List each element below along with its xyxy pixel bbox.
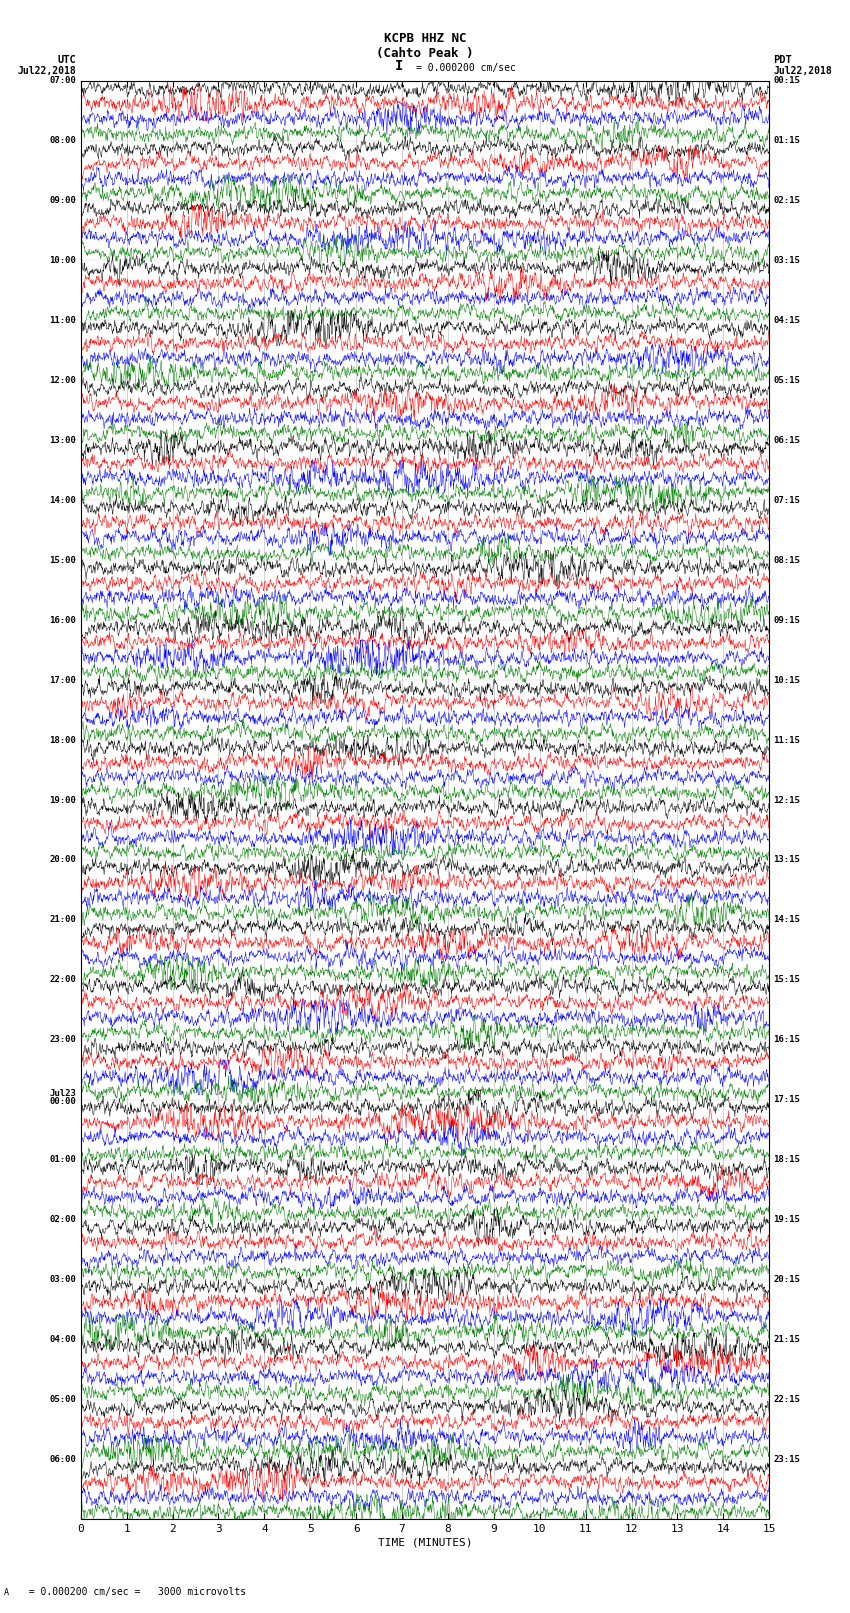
Text: 08:15: 08:15 — [774, 556, 801, 565]
Text: 06:15: 06:15 — [774, 436, 801, 445]
Text: 04:00: 04:00 — [49, 1336, 76, 1344]
Text: Jul22,2018: Jul22,2018 — [18, 66, 76, 76]
Text: 21:15: 21:15 — [774, 1336, 801, 1344]
Text: 02:15: 02:15 — [774, 197, 801, 205]
Text: 14:00: 14:00 — [49, 495, 76, 505]
Text: 06:00: 06:00 — [49, 1455, 76, 1465]
Text: 19:15: 19:15 — [774, 1215, 801, 1224]
X-axis label: TIME (MINUTES): TIME (MINUTES) — [377, 1537, 473, 1547]
Text: KCPB HHZ NC: KCPB HHZ NC — [383, 32, 467, 45]
Text: 15:15: 15:15 — [774, 976, 801, 984]
Text: 22:15: 22:15 — [774, 1395, 801, 1403]
Text: 07:00: 07:00 — [49, 76, 76, 85]
Text: 03:00: 03:00 — [49, 1276, 76, 1284]
Text: 09:00: 09:00 — [49, 197, 76, 205]
Text: 01:15: 01:15 — [774, 135, 801, 145]
Text: 23:00: 23:00 — [49, 1036, 76, 1044]
Text: 17:00: 17:00 — [49, 676, 76, 684]
Text: 20:00: 20:00 — [49, 855, 76, 865]
Text: 20:15: 20:15 — [774, 1276, 801, 1284]
Text: A: A — [4, 1587, 9, 1597]
Text: 18:00: 18:00 — [49, 736, 76, 745]
Text: 04:15: 04:15 — [774, 316, 801, 324]
Text: 09:15: 09:15 — [774, 616, 801, 624]
Text: = 0.000200 cm/sec =   3000 microvolts: = 0.000200 cm/sec = 3000 microvolts — [17, 1587, 246, 1597]
Text: 01:00: 01:00 — [49, 1155, 76, 1165]
Text: 05:00: 05:00 — [49, 1395, 76, 1403]
Text: 00:00: 00:00 — [49, 1097, 76, 1107]
Text: 12:00: 12:00 — [49, 376, 76, 386]
Text: 08:00: 08:00 — [49, 135, 76, 145]
Text: 16:00: 16:00 — [49, 616, 76, 624]
Text: 11:15: 11:15 — [774, 736, 801, 745]
Text: I: I — [395, 58, 404, 73]
Text: 05:15: 05:15 — [774, 376, 801, 386]
Text: 14:15: 14:15 — [774, 916, 801, 924]
Text: PDT: PDT — [774, 55, 792, 65]
Text: 23:15: 23:15 — [774, 1455, 801, 1465]
Text: 16:15: 16:15 — [774, 1036, 801, 1044]
Text: (Cahto Peak ): (Cahto Peak ) — [377, 47, 473, 60]
Text: 03:15: 03:15 — [774, 256, 801, 265]
Text: 07:15: 07:15 — [774, 495, 801, 505]
Text: 00:15: 00:15 — [774, 76, 801, 85]
Text: 12:15: 12:15 — [774, 795, 801, 805]
Text: 11:00: 11:00 — [49, 316, 76, 324]
Text: 13:15: 13:15 — [774, 855, 801, 865]
Text: Jul23: Jul23 — [49, 1089, 76, 1098]
Text: 13:00: 13:00 — [49, 436, 76, 445]
Text: = 0.000200 cm/sec: = 0.000200 cm/sec — [416, 63, 516, 73]
Text: 17:15: 17:15 — [774, 1095, 801, 1105]
Text: 02:00: 02:00 — [49, 1215, 76, 1224]
Text: 10:00: 10:00 — [49, 256, 76, 265]
Text: 15:00: 15:00 — [49, 556, 76, 565]
Text: 21:00: 21:00 — [49, 916, 76, 924]
Text: 22:00: 22:00 — [49, 976, 76, 984]
Text: 19:00: 19:00 — [49, 795, 76, 805]
Text: 18:15: 18:15 — [774, 1155, 801, 1165]
Text: 10:15: 10:15 — [774, 676, 801, 684]
Text: UTC: UTC — [58, 55, 76, 65]
Text: Jul22,2018: Jul22,2018 — [774, 66, 832, 76]
